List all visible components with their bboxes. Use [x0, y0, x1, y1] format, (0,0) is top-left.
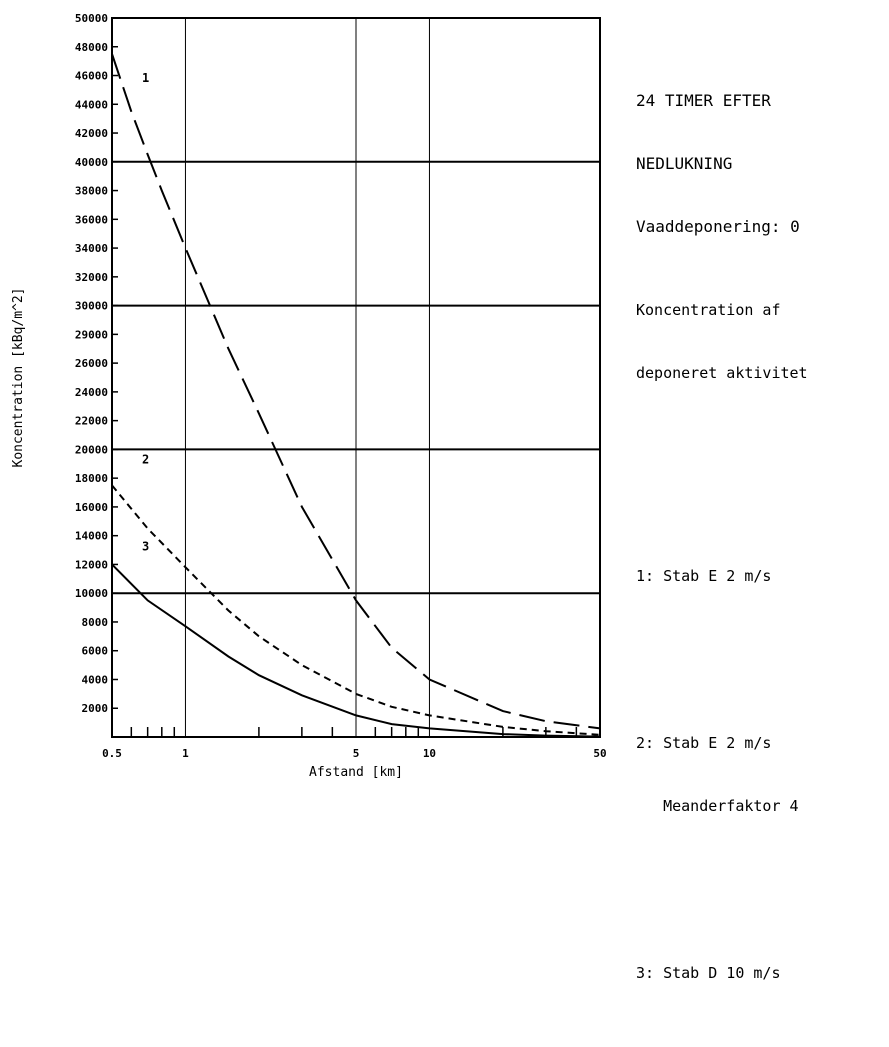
x-tick-label: 1 — [182, 747, 189, 760]
x-tick-label: 5 — [353, 747, 360, 760]
y-tick-label: 36000 — [75, 213, 108, 226]
scenario-title-line3: Vaaddeponering: 0 — [636, 217, 800, 236]
quantity-line1: Koncentration af — [636, 301, 781, 319]
y-tick-label: 12000 — [75, 558, 108, 571]
y-tick-label: 34000 — [75, 242, 108, 255]
series-3-line — [111, 563, 601, 738]
y-tick-label: 40000 — [75, 156, 108, 169]
y-tick-label: 18000 — [75, 472, 108, 485]
y-tick-label: 6000 — [82, 645, 109, 658]
y-tick-label: 30000 — [75, 300, 108, 313]
tick-labels: 5000048000460004400042000400003800036000… — [75, 12, 607, 760]
y-tick-label: 10000 — [75, 587, 108, 600]
y-tick-label: 38000 — [75, 185, 108, 198]
legend-item-2-text: 2: Stab E 2 m/s — [636, 734, 772, 752]
quantity-description: Koncentration af deponeret aktivitet — [636, 258, 808, 405]
y-tick-label: 42000 — [75, 127, 108, 140]
legend-item-1-text: 1: Stab E 2 m/s — [636, 567, 772, 585]
y-tick-label: 44000 — [75, 98, 108, 111]
quantity-line2: deponeret aktivitet — [636, 364, 808, 382]
x-tick-label: 0.5 — [102, 747, 122, 760]
grid — [112, 17, 600, 737]
series-1-line — [111, 53, 601, 730]
scenario-title-line1: 24 TIMER EFTER — [636, 91, 771, 110]
x-tick-label: 10 — [423, 747, 436, 760]
x-axis-label: Afstand [km] — [309, 765, 403, 780]
y-tick-label: 50000 — [75, 12, 108, 25]
legend-item-3-text: 3: Stab D 10 m/s — [636, 964, 781, 982]
series-1-label: 1 — [142, 71, 149, 85]
y-tick-label: 26000 — [75, 357, 108, 370]
legend-item-2-subtext: Meanderfaktor 4 — [636, 797, 799, 815]
y-tick-label: 16000 — [75, 501, 108, 514]
legend-item-3: 3: Stab D 10 m/s — [636, 921, 799, 1026]
legend: 1: Stab E 2 m/s 2: Stab E 2 m/s Meanderf… — [636, 482, 799, 1047]
series-2-label: 2 — [142, 452, 149, 466]
legend-item-1: 1: Stab E 2 m/s — [636, 524, 799, 629]
y-tick-label: 4000 — [82, 673, 109, 686]
x-tick-label: 50 — [593, 747, 606, 760]
y-tick-label: 22000 — [75, 415, 108, 428]
legend-item-2: 2: Stab E 2 m/s Meanderfaktor 4 — [636, 691, 799, 859]
series-layer: 1 2 3 — [111, 53, 601, 738]
plot-frame — [111, 17, 601, 738]
scenario-title-line2: NEDLUKNING — [636, 154, 733, 173]
y-tick-label: 2000 — [82, 702, 109, 715]
y-tick-label: 32000 — [75, 271, 108, 284]
y-tick-label: 46000 — [75, 70, 108, 83]
concentration-chart: 1 2 3 50000 48000 46000 44000 42000 40000 38000 3… — [11, 12, 607, 780]
scenario-title: 24 TIMER EFTER NEDLUKNING Vaaddeponering… — [636, 48, 800, 258]
y-tick-label: 14000 — [75, 530, 108, 543]
y-tick-label: 24000 — [75, 386, 108, 399]
y-tick-label: 29000 — [75, 328, 108, 341]
series-2-line — [111, 484, 601, 736]
y-tick-label: 20000 — [75, 443, 108, 456]
y-tick-label: 48000 — [75, 41, 108, 54]
y-axis-label: Koncentration [kBq/m^2] — [11, 287, 26, 467]
series-3-label: 3 — [142, 539, 149, 553]
y-tick-label: 8000 — [82, 616, 109, 629]
